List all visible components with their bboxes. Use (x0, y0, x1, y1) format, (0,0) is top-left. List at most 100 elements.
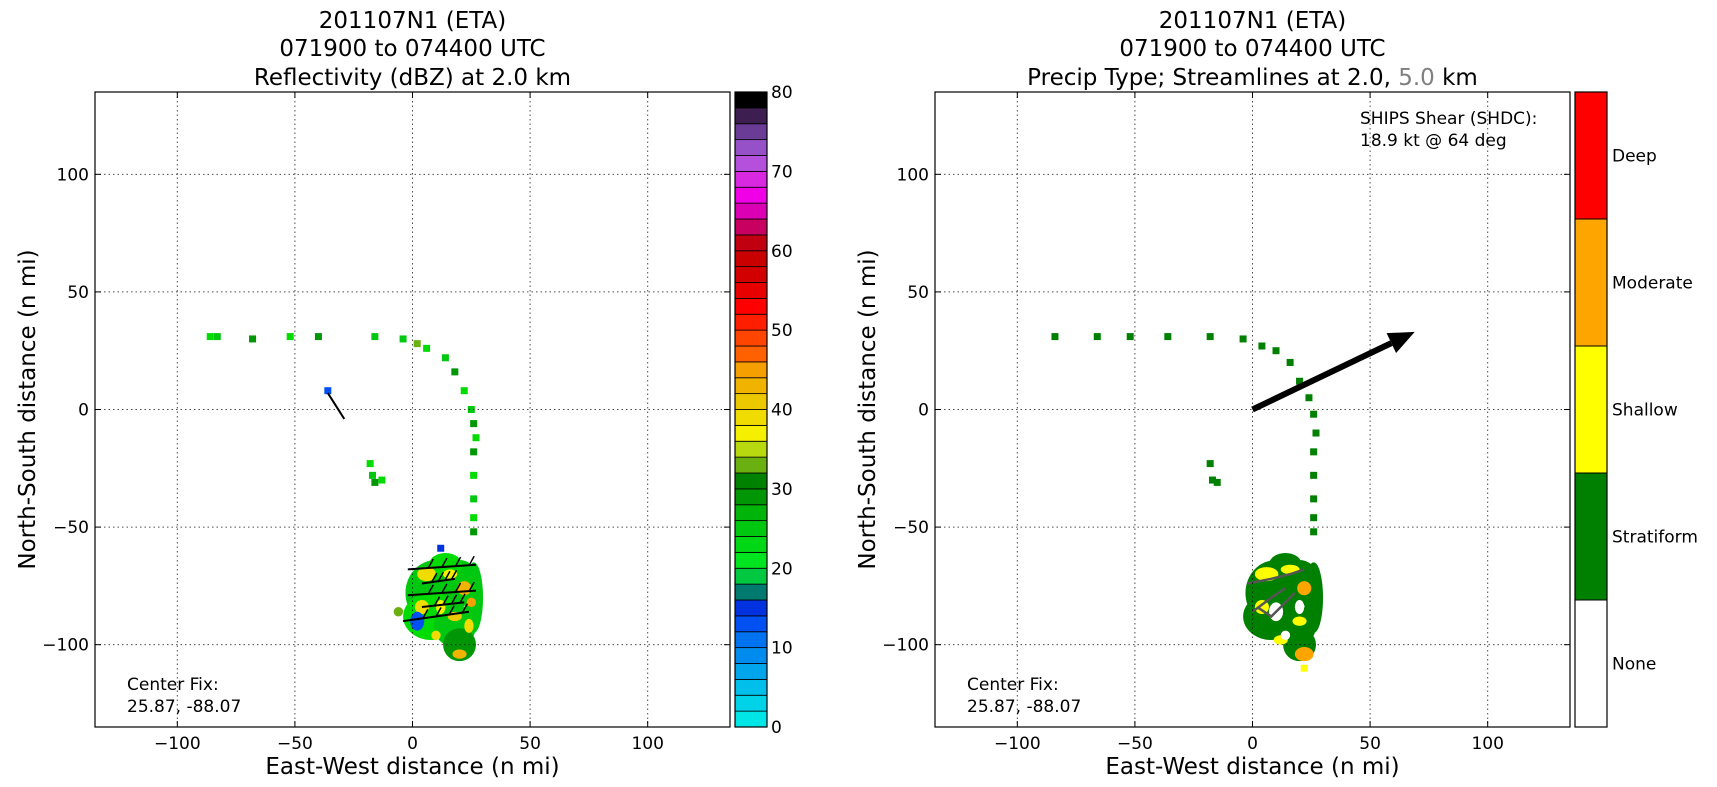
colorbar-segment (734, 91, 768, 109)
colorbar-segment (1574, 218, 1608, 347)
echo-cell (472, 434, 480, 442)
x-axis-label: East-West distance (n mi) (1105, 754, 1399, 780)
y-tick-label: −100 (42, 636, 89, 656)
colorbar-segment (734, 329, 768, 347)
center-fix-value: 25.87, -88.07 (127, 697, 241, 717)
wind-barb-flag (454, 582, 462, 593)
colorbar-segment (734, 218, 768, 236)
colorbar-category-label: Deep (1612, 147, 1657, 167)
chart-title-line-1: 201107N1 (ETA) (319, 8, 506, 34)
x-tick-label: 50 (1359, 734, 1381, 754)
x-tick-label: −50 (1117, 734, 1153, 754)
colorbar-segment (734, 504, 768, 522)
echo-cell (1206, 333, 1214, 341)
colorbar-segment (734, 615, 768, 633)
chart-title-line-3: Reflectivity (dBZ) at 2.0 km (254, 65, 571, 91)
colorbar-segment (734, 282, 768, 299)
y-tick-label: −50 (893, 518, 929, 538)
center-fix-label: Center Fix: (967, 675, 1059, 695)
colorbar-segment (734, 377, 768, 395)
echo-region (1280, 630, 1291, 640)
wind-barb-flag (422, 608, 429, 619)
colorbar-segment (734, 186, 768, 204)
reflectivity-panel: 201107N1 (ETA)071900 to 074400 UTC Reflec… (15, 8, 793, 780)
wind-barb-flag (431, 572, 438, 583)
wind-barb-flag (437, 571, 445, 582)
colorbar-segment (734, 583, 768, 601)
colorbar-tick-label: 40 (771, 401, 793, 421)
colorbar-segment (734, 456, 768, 474)
colorbar-frame (1574, 91, 1608, 728)
colorbar-segment (734, 424, 768, 442)
x-tick-label: 0 (407, 734, 418, 754)
colorbar-segment (734, 202, 768, 220)
x-tick-label: −100 (154, 734, 201, 754)
wind-barb (407, 589, 477, 597)
y-axis-label: North-South distance (n mi) (15, 249, 41, 569)
colorbar-segment (734, 551, 768, 569)
colorbar-segment (734, 520, 768, 537)
x-tick-label: −50 (277, 734, 313, 754)
echo-region (417, 567, 437, 582)
colorbar-tick-label: 80 (771, 83, 793, 103)
echo-cell (213, 333, 221, 341)
y-tick-label: 100 (897, 165, 929, 185)
colorbar-segment (734, 488, 768, 506)
echo-cell (1305, 394, 1313, 402)
echo-cell (1258, 342, 1266, 350)
ships-shear-label: SHIPS Shear (SHDC): (1360, 109, 1537, 129)
echo-cell (1093, 333, 1101, 341)
y-tick-label: 100 (57, 165, 89, 185)
echo-region (1294, 600, 1305, 615)
streamline (1256, 592, 1296, 619)
x-tick-label: 100 (631, 734, 663, 754)
colorbar-segment (734, 599, 768, 617)
colorbar-segment (1574, 472, 1608, 601)
echo-cell (369, 471, 377, 479)
x-tick-label: 0 (1247, 734, 1258, 754)
echo-cell (470, 420, 478, 428)
wind-barb-flag (435, 607, 442, 617)
echo-cell (1310, 471, 1318, 479)
echo-cell (324, 387, 332, 395)
x-tick-label: −100 (994, 734, 1041, 754)
echo-cell (1310, 514, 1318, 522)
colorbar-tick-label: 60 (771, 242, 793, 262)
title-part-2: 5.0 (1391, 65, 1435, 91)
echo-cell (1310, 410, 1318, 418)
colorbar: None Stratiform Shallow Moderate Deep (1574, 91, 1698, 728)
echo-cell (1239, 335, 1247, 343)
echo-cell (1286, 358, 1294, 366)
colorbar-segment (1574, 599, 1608, 728)
x-axis-label: East-West distance (n mi) (265, 754, 559, 780)
wind-barb (407, 563, 477, 571)
y-tick-label: −100 (882, 636, 929, 656)
echo-cell (437, 544, 445, 552)
ships-shear-value: 18.9 kt @ 64 deg (1360, 131, 1507, 151)
echo-cell (1126, 333, 1134, 341)
echo-cell (378, 476, 386, 484)
colorbar-segment (734, 393, 768, 410)
title-part-3: km (1435, 65, 1478, 91)
chart-title-line-2: 071900 to 074400 UTC (1119, 36, 1385, 62)
echo-region (452, 649, 467, 659)
echo-cell (1272, 347, 1280, 355)
colorbar-category-label: Stratiform (1612, 528, 1698, 548)
colorbar-segment (734, 313, 768, 331)
colorbar-frame (734, 91, 768, 728)
wind-barb (326, 392, 346, 420)
echo-region (431, 630, 441, 640)
echo-cell (1310, 495, 1318, 503)
wind-barb-flag (444, 570, 451, 581)
echo-region (1304, 562, 1324, 633)
shear-vector-shaft (1251, 340, 1393, 413)
y-tick-label: 0 (918, 401, 929, 421)
wind-barb-flag (450, 569, 458, 580)
colorbar-segment (734, 139, 768, 156)
shear-vector-head (1386, 331, 1415, 354)
colorbar-segment (734, 155, 768, 172)
echo-region (410, 611, 425, 631)
colorbar-segment (734, 409, 768, 426)
wind-barb-flag (468, 555, 475, 566)
